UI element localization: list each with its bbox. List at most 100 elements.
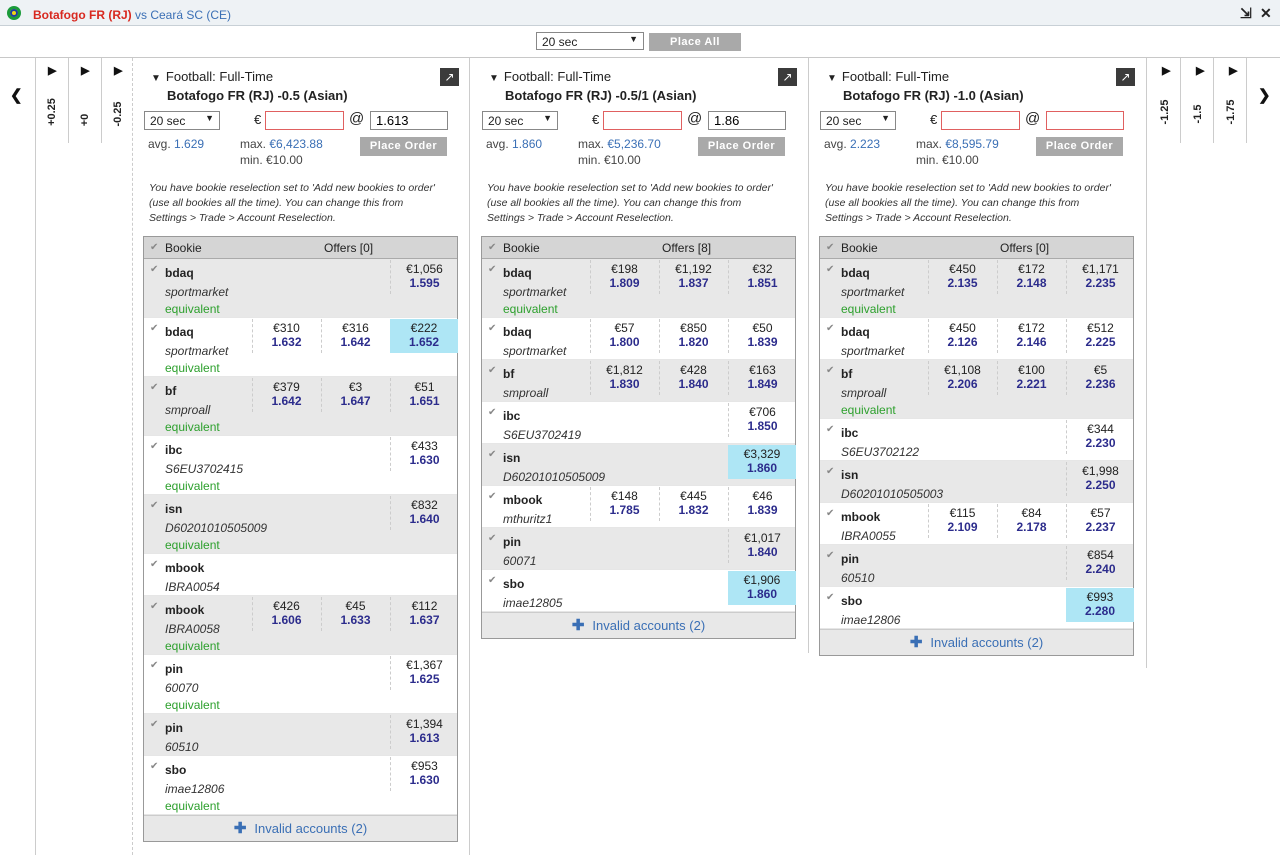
scroll-left-icon[interactable]: ❮ <box>10 87 23 104</box>
offer-cell[interactable]: €1,367 1.625 <box>390 656 458 690</box>
expand-line-icon[interactable]: ▶ <box>114 65 123 77</box>
offer-cell[interactable]: €1,056 1.595 <box>390 260 458 294</box>
place-order-button[interactable]: Place Order <box>1036 137 1123 156</box>
bookie-checkbox[interactable]: ✔ <box>150 719 159 730</box>
line-label[interactable]: -0.25 <box>112 101 124 127</box>
collapse-icon[interactable]: ▼ <box>489 73 499 84</box>
bookie-checkbox[interactable]: ✔ <box>488 365 497 376</box>
offer-cell[interactable]: €148 1.785 <box>590 487 658 521</box>
odds-input[interactable] <box>370 111 448 130</box>
offer-cell[interactable]: €993 2.280 <box>1066 588 1134 622</box>
bookie-checkbox[interactable]: ✔ <box>826 508 835 519</box>
offer-cell[interactable]: €1,171 2.235 <box>1066 260 1134 294</box>
bookie-checkbox[interactable]: ✔ <box>150 264 159 275</box>
interval-select[interactable]: 20 sec ▼ <box>144 111 220 130</box>
offer-cell[interactable]: €428 1.840 <box>659 361 727 395</box>
select-all-checkbox[interactable]: ✔ <box>150 242 159 253</box>
offer-cell[interactable]: €1,394 1.613 <box>390 715 458 749</box>
market-header[interactable]: ▼ Football: Full-Time <box>489 69 611 84</box>
bookie-checkbox[interactable]: ✔ <box>826 466 835 477</box>
offer-cell[interactable]: €1,017 1.840 <box>728 529 796 563</box>
stake-input[interactable] <box>603 111 682 130</box>
expand-line-icon[interactable]: ▶ <box>1196 65 1205 77</box>
offer-cell[interactable]: €51 1.651 <box>390 378 458 412</box>
offer-cell[interactable]: €50 1.839 <box>728 319 796 353</box>
chart-icon[interactable]: ↗ <box>778 68 797 86</box>
close-icon[interactable]: ✕ <box>1260 5 1272 21</box>
pin-window-icon[interactable]: ⇲ <box>1240 5 1252 21</box>
interval-select[interactable]: 20 sec ▼ <box>820 111 896 130</box>
line-label[interactable]: -1.5 <box>1192 104 1204 124</box>
offer-cell[interactable]: €57 2.237 <box>1066 504 1134 538</box>
offer-cell[interactable]: €850 1.820 <box>659 319 727 353</box>
offer-cell[interactable]: €5 2.236 <box>1066 361 1134 395</box>
bookie-checkbox[interactable]: ✔ <box>150 559 159 570</box>
collapse-icon[interactable]: ▼ <box>827 73 837 84</box>
bookie-checkbox[interactable]: ✔ <box>826 365 835 376</box>
offer-cell[interactable]: €84 2.178 <box>997 504 1065 538</box>
global-interval-select[interactable]: 20 sec ▼ <box>536 32 644 50</box>
line-label[interactable]: +0 <box>79 113 91 127</box>
expand-line-icon[interactable]: ▶ <box>1229 65 1238 77</box>
bookie-checkbox[interactable]: ✔ <box>488 449 497 460</box>
bookie-checkbox[interactable]: ✔ <box>150 601 159 612</box>
bookie-checkbox[interactable]: ✔ <box>150 323 159 334</box>
offer-cell[interactable]: €379 1.642 <box>252 378 320 412</box>
stake-input[interactable] <box>941 111 1020 130</box>
scroll-right-icon[interactable]: ❯ <box>1258 87 1271 104</box>
offer-cell[interactable]: €3,329 1.860 <box>728 445 796 479</box>
offer-cell[interactable]: €450 2.126 <box>928 319 996 353</box>
offer-cell[interactable]: €57 1.800 <box>590 319 658 353</box>
offer-cell[interactable]: €445 1.832 <box>659 487 727 521</box>
place-order-button[interactable]: Place Order <box>698 137 785 156</box>
bookie-checkbox[interactable]: ✔ <box>150 500 159 511</box>
offer-cell[interactable]: €1,906 1.860 <box>728 571 796 605</box>
market-header[interactable]: ▼ Football: Full-Time <box>827 69 949 84</box>
offer-cell[interactable]: €115 2.109 <box>928 504 996 538</box>
market-header[interactable]: ▼ Football: Full-Time <box>151 69 273 84</box>
offer-cell[interactable]: €1,192 1.837 <box>659 260 727 294</box>
interval-select[interactable]: 20 sec ▼ <box>482 111 558 130</box>
invalid-accounts-link[interactable]: ✚ Invalid accounts (2) <box>820 629 1133 655</box>
offer-cell[interactable]: €1,108 2.206 <box>928 361 996 395</box>
collapse-icon[interactable]: ▼ <box>151 73 161 84</box>
bookie-checkbox[interactable]: ✔ <box>826 550 835 561</box>
offer-cell[interactable]: €450 2.135 <box>928 260 996 294</box>
offer-cell[interactable]: €953 1.630 <box>390 757 458 791</box>
offer-cell[interactable]: €100 2.221 <box>997 361 1065 395</box>
offer-cell[interactable]: €426 1.606 <box>252 597 320 631</box>
offer-cell[interactable]: €3 1.647 <box>321 378 389 412</box>
offer-cell[interactable]: €222 1.652 <box>390 319 458 353</box>
stake-input[interactable] <box>265 111 344 130</box>
expand-line-icon[interactable]: ▶ <box>48 65 57 77</box>
select-all-checkbox[interactable]: ✔ <box>488 242 497 253</box>
line-label[interactable]: -1.25 <box>1159 99 1171 125</box>
expand-line-icon[interactable]: ▶ <box>1162 65 1171 77</box>
offer-cell[interactable]: €112 1.637 <box>390 597 458 631</box>
expand-line-icon[interactable]: ▶ <box>81 65 90 77</box>
bookie-checkbox[interactable]: ✔ <box>150 441 159 452</box>
bookie-checkbox[interactable]: ✔ <box>488 407 497 418</box>
offer-cell[interactable]: €172 2.148 <box>997 260 1065 294</box>
bookie-checkbox[interactable]: ✔ <box>826 323 835 334</box>
bookie-checkbox[interactable]: ✔ <box>488 491 497 502</box>
offer-cell[interactable]: €832 1.640 <box>390 496 458 530</box>
offer-cell[interactable]: €310 1.632 <box>252 319 320 353</box>
invalid-accounts-link[interactable]: ✚ Invalid accounts (2) <box>482 612 795 638</box>
offer-cell[interactable]: €1,998 2.250 <box>1066 462 1134 496</box>
bookie-checkbox[interactable]: ✔ <box>488 264 497 275</box>
select-all-checkbox[interactable]: ✔ <box>826 242 835 253</box>
odds-input[interactable] <box>708 111 786 130</box>
chart-icon[interactable]: ↗ <box>1116 68 1135 86</box>
offer-cell[interactable]: €45 1.633 <box>321 597 389 631</box>
offer-cell[interactable]: €172 2.146 <box>997 319 1065 353</box>
offer-cell[interactable]: €163 1.849 <box>728 361 796 395</box>
offer-cell[interactable]: €854 2.240 <box>1066 546 1134 580</box>
line-label[interactable]: +0.25 <box>46 98 58 126</box>
chart-icon[interactable]: ↗ <box>440 68 459 86</box>
odds-input[interactable] <box>1046 111 1124 130</box>
offer-cell[interactable]: €1,812 1.830 <box>590 361 658 395</box>
bookie-checkbox[interactable]: ✔ <box>150 660 159 671</box>
offer-cell[interactable]: €32 1.851 <box>728 260 796 294</box>
offer-cell[interactable]: €433 1.630 <box>390 437 458 471</box>
